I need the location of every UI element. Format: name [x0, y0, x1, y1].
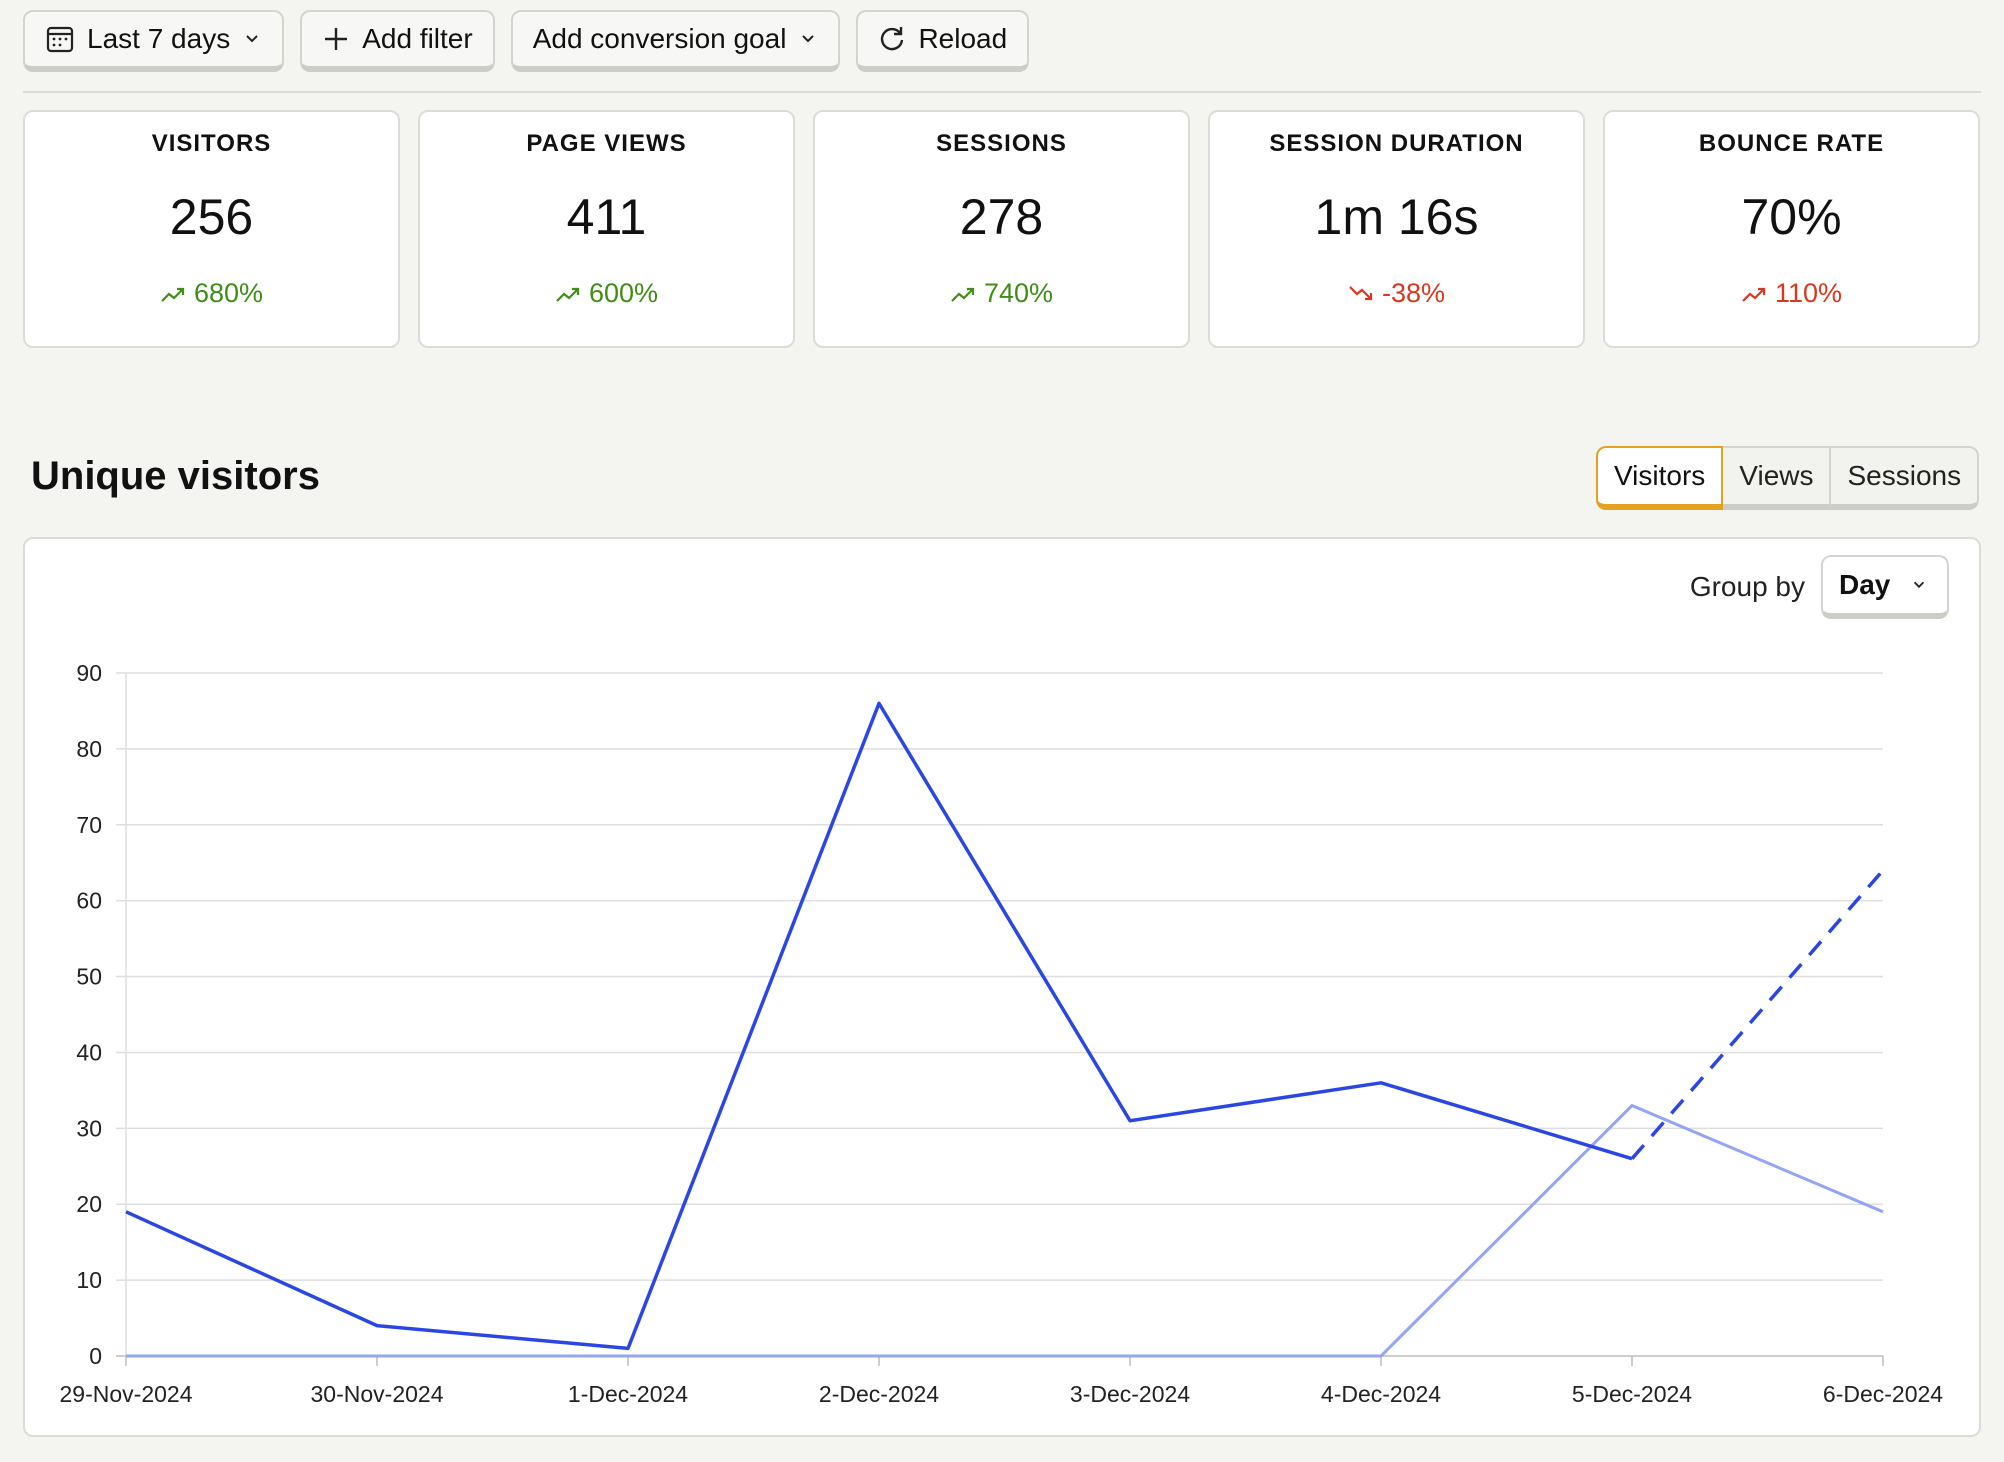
tab-views[interactable]: Views: [1723, 446, 1832, 510]
stat-label: BOUNCE RATE: [1698, 130, 1885, 157]
stat-label: VISITORS: [151, 130, 272, 157]
stat-card-visitors: VISITORS 256 680%: [23, 110, 400, 348]
series-line-previous: [126, 1104, 1884, 1358]
group-by-label: Group by: [1689, 571, 1805, 602]
line-chart: 0 10 20 30 40 50 60 70 80 90 29-Nov-2024 30-Nov-202…: [60, 660, 1944, 1407]
y-tick-label: 40: [76, 1039, 102, 1065]
trend-up-icon: [161, 287, 185, 302]
x-tick-label: 2-Dec-2024: [819, 1381, 939, 1407]
toolbar-divider: [23, 91, 1981, 93]
y-tick-label: 30: [76, 1115, 102, 1141]
reload-label: Reload: [918, 23, 1008, 54]
stat-change-value: 680%: [193, 278, 264, 308]
stat-card-sessions: SESSIONS 278 740%: [813, 110, 1190, 348]
x-tick-label: 1-Dec-2024: [568, 1381, 688, 1407]
tab-sessions[interactable]: Sessions: [1831, 446, 1980, 510]
group-by-value: Day: [1839, 569, 1891, 600]
trend-down-icon: [1349, 285, 1373, 300]
conversion-goal-button[interactable]: Add conversion goal: [510, 10, 841, 72]
trend-up-icon: [556, 287, 580, 302]
y-tick-label: 0: [89, 1343, 102, 1369]
group-by: Group by Day: [1690, 555, 1949, 619]
y-tick-label: 20: [76, 1191, 102, 1217]
stat-change: -38%: [1210, 278, 1583, 309]
stat-change: 680%: [25, 278, 398, 309]
plus-icon: [325, 28, 348, 50]
stat-card-page-views: PAGE VIEWS 411 600%: [418, 110, 795, 348]
chevron-down-icon: [1914, 581, 1925, 589]
y-tick-label: 90: [76, 660, 102, 686]
x-tick-label: 5-Dec-2024: [1572, 1381, 1692, 1407]
stat-change: 110%: [1605, 278, 1978, 309]
chevron-down-icon: [246, 35, 258, 43]
x-tick-label: 4-Dec-2024: [1321, 1381, 1441, 1407]
calendar-icon: [46, 26, 74, 53]
add-filter-label: Add filter: [362, 23, 473, 54]
stat-value: 256: [169, 189, 254, 245]
y-tick-label: 70: [76, 812, 102, 838]
trend-up-icon: [1742, 287, 1766, 302]
chart-card: 0 10 20 30 40 50 60 70 80 90 29-Nov-2024 30-Nov-202…: [23, 537, 1981, 1437]
y-tick-label: 80: [76, 736, 102, 762]
section-title: Unique visitors: [31, 454, 320, 498]
add-filter-button[interactable]: Add filter: [300, 10, 495, 72]
series-line-current: [125, 701, 1633, 1351]
stat-change-value: 740%: [983, 278, 1054, 308]
stat-change-value: -38%: [1381, 278, 1446, 308]
toolbar: Last 7 days Add filter Add conversion go…: [23, 10, 1030, 72]
x-tick-label: 30-Nov-2024: [311, 1381, 444, 1407]
stat-value: 411: [566, 189, 647, 245]
y-tick-label: 50: [76, 964, 102, 990]
metric-tabs: Visitors Views Sessions: [1596, 446, 1980, 510]
date-range-label: Last 7 days: [87, 23, 231, 54]
x-tick-label: 29-Nov-2024: [60, 1381, 193, 1407]
stat-label: PAGE VIEWS: [526, 130, 687, 157]
stat-label: SESSION DURATION: [1269, 130, 1524, 157]
stat-value: 70%: [1741, 189, 1842, 245]
stat-label: SESSIONS: [936, 130, 1067, 157]
x-tick-label: 6-Dec-2024: [1823, 1381, 1943, 1407]
stat-change-value: 600%: [588, 278, 659, 308]
stat-card-session-duration: SESSION DURATION 1m 16s -38%: [1208, 110, 1585, 348]
stat-value: 278: [959, 189, 1044, 245]
series-line-current-incomplete: [1630, 869, 1885, 1160]
stat-change-value: 110%: [1774, 278, 1843, 308]
stat-card-bounce-rate: BOUNCE RATE 70% 110%: [1603, 110, 1980, 348]
trend-up-icon: [951, 287, 975, 302]
y-tick-label: 10: [76, 1267, 102, 1293]
stat-change: 740%: [815, 278, 1188, 309]
reload-button[interactable]: Reload: [856, 10, 1030, 72]
conversion-goal-label: Add conversion goal: [532, 23, 787, 54]
date-range-button[interactable]: Last 7 days: [23, 10, 285, 72]
stat-value: 1m 16s: [1314, 189, 1479, 245]
reload-icon: [881, 27, 904, 51]
x-tick-label: 3-Dec-2024: [1070, 1381, 1190, 1407]
group-by-select[interactable]: Day: [1821, 555, 1949, 619]
stat-change: 600%: [420, 278, 793, 309]
y-tick-label: 60: [76, 888, 102, 914]
chevron-down-icon: [802, 35, 815, 43]
tab-visitors[interactable]: Visitors: [1596, 446, 1724, 510]
stats-row: VISITORS 256 680% PAGE VIEWS 411 600% SESSIONS…: [23, 110, 1980, 348]
